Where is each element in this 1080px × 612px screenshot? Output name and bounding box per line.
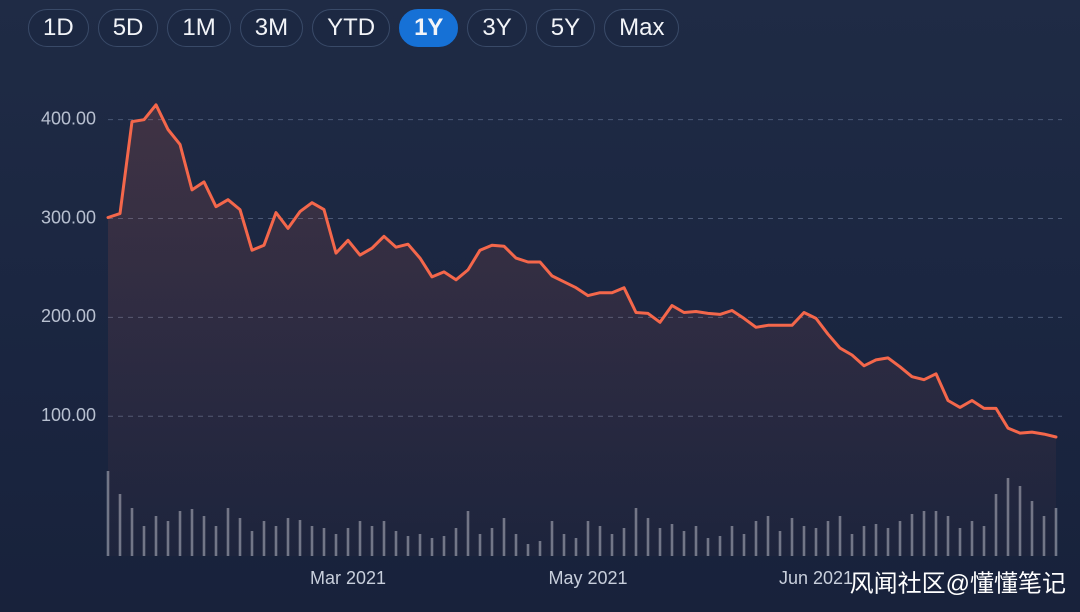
price-line bbox=[106, 103, 1058, 439]
x-tick-label: May 2021 bbox=[548, 568, 627, 588]
x-tick-label: Jun 2021 bbox=[779, 568, 853, 588]
range-selector: 1D 5D 1M 3M YTD 1Y 3Y 5Y Max bbox=[28, 9, 680, 47]
range-button[interactable]: 5D bbox=[97, 9, 159, 47]
range-button[interactable]: Max bbox=[604, 9, 680, 47]
area-fill bbox=[108, 104, 1056, 557]
y-tick-label: 100.00 bbox=[41, 405, 96, 425]
y-tick-label: 300.00 bbox=[41, 207, 96, 227]
range-button[interactable]: 5Y bbox=[535, 9, 596, 47]
watermark: 风闻社区@懂懂笔记 bbox=[850, 570, 1066, 597]
range-button[interactable]: 1Y bbox=[399, 9, 459, 47]
range-button[interactable]: 1M bbox=[167, 9, 231, 47]
range-button[interactable]: 3Y bbox=[467, 9, 527, 47]
x-tick-label: Mar 2021 bbox=[310, 568, 386, 588]
range-button[interactable]: 1D bbox=[28, 9, 89, 47]
range-button[interactable]: YTD bbox=[312, 9, 391, 47]
y-tick-label: 400.00 bbox=[41, 108, 96, 128]
y-tick-label: 200.00 bbox=[41, 306, 96, 326]
range-button[interactable]: 3M bbox=[239, 9, 304, 47]
